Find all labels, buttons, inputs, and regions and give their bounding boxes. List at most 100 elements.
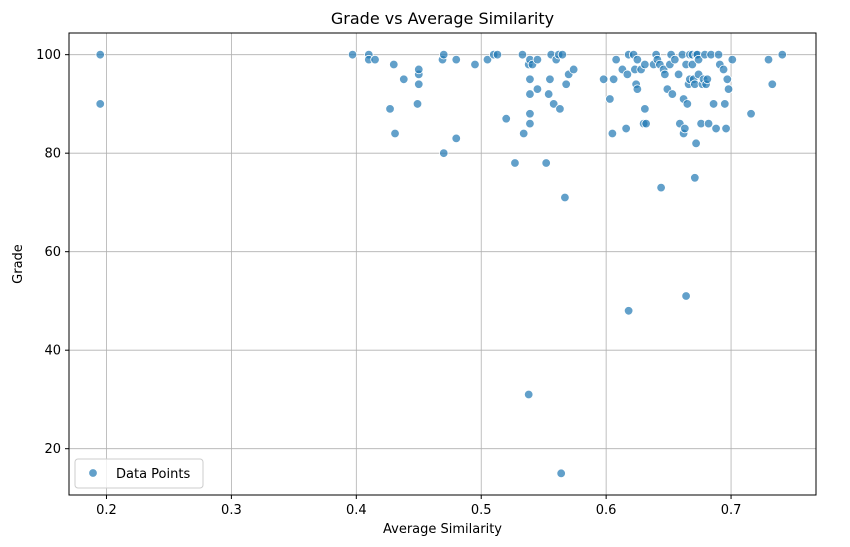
data-point: [548, 99, 559, 109]
data-point: [347, 49, 358, 60]
data-point: [560, 192, 570, 203]
data-point: [777, 49, 787, 60]
data-point: [723, 84, 734, 94]
data-point: [532, 54, 543, 65]
data-point: [708, 99, 719, 109]
y-tick-label: 100: [36, 48, 61, 63]
data-point: [518, 128, 529, 139]
x-tick-label: 0.4: [346, 503, 367, 518]
data-point: [640, 104, 650, 114]
data-point: [451, 133, 461, 144]
data-point: [690, 173, 700, 183]
data-point: [746, 109, 756, 119]
x-tick-label: 0.5: [471, 503, 492, 518]
data-point: [682, 99, 693, 109]
data-point: [385, 104, 395, 114]
x-tick-label: 0.6: [596, 503, 617, 518]
y-tick-label: 80: [44, 147, 61, 162]
data-point: [632, 54, 643, 65]
data-point: [702, 74, 713, 84]
data-point: [656, 182, 666, 193]
data-point: [532, 84, 543, 94]
legend-marker: [88, 468, 98, 478]
data-point: [670, 54, 680, 65]
data-point: [568, 64, 579, 75]
data-point: [680, 123, 690, 134]
x-axis-title: Average Similarity: [383, 522, 502, 537]
data-point: [541, 158, 551, 168]
data-point: [623, 306, 634, 316]
data-point: [693, 54, 704, 65]
y-tick-label: 20: [44, 442, 61, 457]
data-point: [523, 389, 534, 400]
data-point: [555, 104, 565, 114]
data-point: [641, 118, 651, 129]
data-point: [727, 54, 738, 65]
data-point: [412, 99, 423, 109]
legend: Data Points: [74, 458, 204, 489]
data-point: [543, 89, 554, 99]
legend-label: Data Points: [116, 467, 190, 482]
data-point: [607, 128, 618, 139]
data-point: [414, 64, 424, 75]
data-point: [681, 291, 691, 301]
data-point: [492, 49, 503, 60]
data-point: [713, 49, 724, 60]
data-points: [95, 49, 787, 479]
plot-frame: [68, 32, 817, 496]
data-point: [470, 59, 480, 70]
data-point: [667, 89, 678, 99]
data-point: [525, 109, 535, 119]
data-point: [605, 94, 615, 104]
data-point: [632, 84, 643, 94]
data-point: [720, 99, 730, 109]
data-point: [517, 49, 528, 60]
data-point: [721, 123, 731, 134]
axis-ticks: 0.2 0.3 0.4 0.5 0.6 0.7 20 40 60 80 100: [36, 48, 741, 518]
data-point: [660, 69, 670, 80]
data-point: [414, 79, 424, 89]
y-tick-label: 40: [44, 344, 61, 359]
data-point: [611, 54, 621, 65]
data-point: [718, 64, 729, 75]
data-point: [525, 74, 535, 84]
data-point: [389, 59, 399, 70]
data-point: [525, 89, 535, 99]
data-point: [687, 59, 698, 70]
data-point: [763, 54, 774, 65]
data-point: [510, 158, 520, 168]
y-tick-label: 60: [44, 245, 61, 260]
data-point: [673, 69, 684, 80]
data-point: [608, 74, 619, 84]
data-point: [711, 123, 721, 134]
data-point: [399, 74, 409, 84]
data-point: [95, 99, 105, 109]
data-point: [598, 74, 609, 84]
data-point: [622, 69, 633, 80]
x-tick-label: 0.7: [721, 503, 742, 518]
data-point: [545, 74, 555, 84]
data-point: [525, 118, 535, 129]
y-axis-title: Grade: [11, 244, 26, 284]
x-tick-label: 0.3: [221, 503, 242, 518]
data-point: [691, 138, 701, 149]
data-point: [439, 49, 449, 60]
data-point: [390, 128, 400, 139]
data-point: [703, 118, 714, 129]
data-point: [95, 49, 105, 60]
data-point: [621, 123, 631, 134]
data-point: [722, 74, 733, 84]
data-point: [482, 54, 493, 65]
data-point: [451, 54, 461, 65]
data-point: [640, 59, 650, 70]
data-point: [556, 468, 566, 479]
data-point: [767, 79, 777, 89]
legend-box: [74, 458, 204, 489]
data-point: [501, 114, 511, 124]
chart-title: Grade vs Average Similarity: [331, 9, 554, 28]
data-point: [561, 79, 571, 89]
data-point: [439, 148, 449, 158]
x-tick-label: 0.2: [96, 503, 117, 518]
